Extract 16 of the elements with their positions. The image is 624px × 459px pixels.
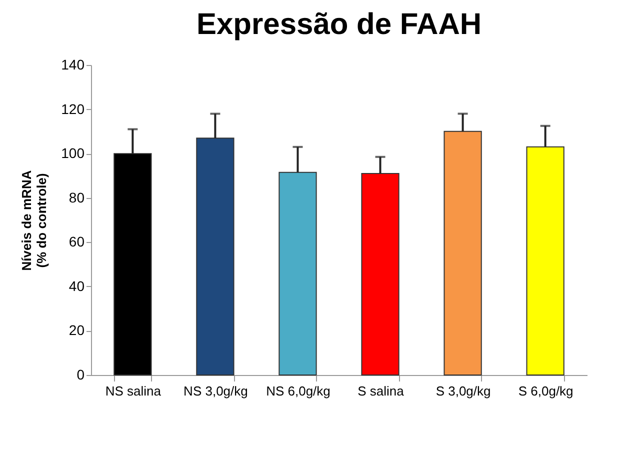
y-tick-label: 60 xyxy=(68,234,85,250)
x-tick-label: NS 6,0g/kg xyxy=(266,384,330,398)
x-tick-label: S 6,0g/kg xyxy=(518,384,574,398)
y-tick-label: 0 xyxy=(76,366,85,382)
y-tick-label: 100 xyxy=(61,145,85,162)
y-tick-label: 20 xyxy=(68,322,85,338)
x-tick-label: S salina xyxy=(358,384,405,398)
y-tick-label: 80 xyxy=(68,189,85,206)
x-tick-label: NS 3,0g/kg xyxy=(184,384,248,398)
y-axis-title: Níveis de mRNA (% do controle) xyxy=(19,170,50,271)
y-tick-label: 140 xyxy=(61,56,85,72)
x-tick-label: S 3,0g/kg xyxy=(436,384,491,398)
x-tick-label: NS salina xyxy=(105,384,162,398)
y-tick-label: 120 xyxy=(61,100,85,117)
chart-title: Expressão de FAAH xyxy=(196,8,482,41)
y-tick-label: 40 xyxy=(68,278,85,294)
